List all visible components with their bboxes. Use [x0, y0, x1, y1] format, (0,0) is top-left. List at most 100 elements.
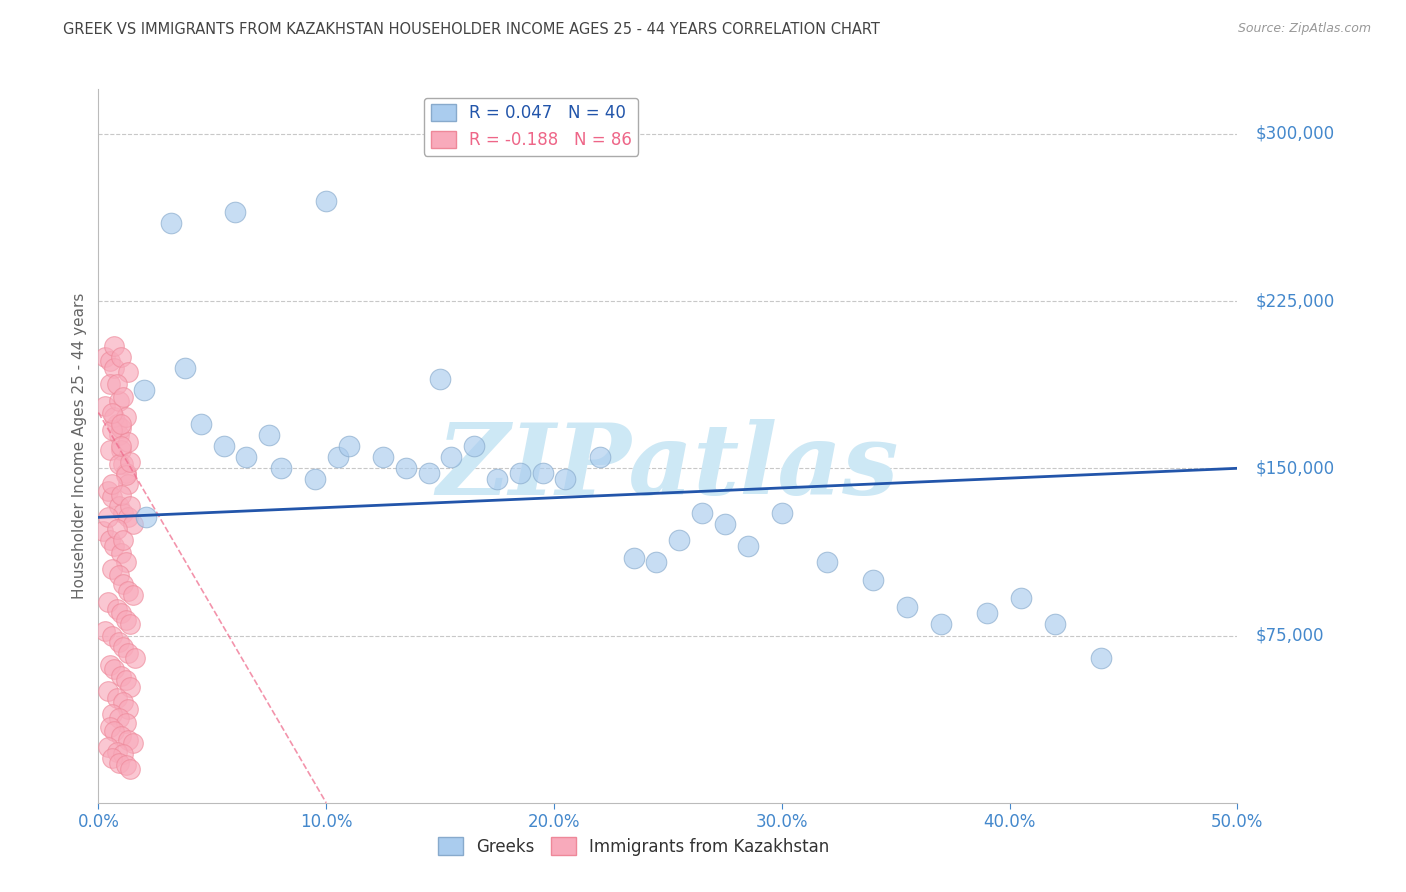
- Point: [160, 216, 183, 230]
- Text: $225,000: $225,000: [1256, 292, 1334, 310]
- Point: [105, 690, 128, 705]
- Point: [108, 711, 131, 725]
- Point: [862, 573, 884, 587]
- Text: $75,000: $75,000: [1256, 626, 1324, 645]
- Point: [304, 472, 326, 486]
- Point: [463, 439, 485, 453]
- Point: [117, 733, 139, 747]
- Point: [108, 427, 131, 442]
- Point: [96, 740, 118, 755]
- Text: $150,000: $150,000: [1256, 459, 1334, 477]
- Point: [770, 506, 793, 520]
- Point: [737, 539, 759, 553]
- Point: [976, 607, 998, 621]
- Point: [101, 706, 124, 721]
- Point: [117, 434, 139, 449]
- Point: [110, 488, 132, 502]
- Point: [429, 372, 451, 386]
- Point: [112, 533, 135, 547]
- Point: [103, 360, 125, 375]
- Point: [121, 516, 143, 531]
- Text: $300,000: $300,000: [1256, 125, 1334, 143]
- Point: [1090, 651, 1112, 665]
- Point: [98, 354, 121, 368]
- Point: [108, 635, 131, 649]
- Point: [94, 350, 117, 364]
- Point: [120, 762, 142, 776]
- Point: [815, 555, 838, 569]
- Point: [105, 521, 128, 535]
- Point: [112, 747, 135, 761]
- Point: [117, 366, 139, 380]
- Point: [690, 506, 713, 520]
- Point: [337, 439, 360, 453]
- Point: [98, 720, 121, 734]
- Point: [509, 466, 531, 480]
- Point: [114, 715, 136, 730]
- Point: [94, 624, 117, 639]
- Point: [117, 702, 139, 716]
- Point: [326, 450, 349, 464]
- Point: [315, 194, 337, 208]
- Point: [121, 589, 143, 603]
- Legend: Greeks, Immigrants from Kazakhstan: Greeks, Immigrants from Kazakhstan: [432, 830, 837, 863]
- Point: [212, 439, 235, 453]
- Point: [117, 583, 139, 598]
- Point: [110, 729, 132, 743]
- Text: GREEK VS IMMIGRANTS FROM KAZAKHSTAN HOUSEHOLDER INCOME AGES 25 - 44 YEARS CORREL: GREEK VS IMMIGRANTS FROM KAZAKHSTAN HOUS…: [63, 22, 880, 37]
- Point: [135, 510, 157, 524]
- Point: [623, 550, 645, 565]
- Point: [108, 457, 131, 471]
- Point: [668, 533, 690, 547]
- Point: [103, 539, 125, 553]
- Point: [120, 680, 142, 694]
- Point: [110, 350, 132, 364]
- Point: [235, 450, 257, 464]
- Point: [554, 472, 576, 486]
- Point: [132, 383, 155, 397]
- Point: [896, 599, 918, 614]
- Point: [929, 617, 952, 632]
- Point: [117, 476, 139, 491]
- Point: [101, 423, 124, 437]
- Point: [121, 735, 143, 749]
- Point: [120, 617, 142, 632]
- Point: [114, 758, 136, 772]
- Point: [110, 417, 132, 431]
- Point: [105, 601, 128, 615]
- Point: [101, 628, 124, 642]
- Point: [103, 338, 125, 352]
- Point: [110, 439, 132, 453]
- Point: [174, 360, 197, 375]
- Point: [103, 662, 125, 676]
- Point: [108, 499, 131, 513]
- Point: [114, 555, 136, 569]
- Point: [101, 490, 124, 504]
- Point: [486, 472, 509, 486]
- Point: [108, 568, 131, 582]
- Point: [96, 595, 118, 609]
- Point: [110, 607, 132, 621]
- Point: [96, 684, 118, 698]
- Point: [105, 376, 128, 391]
- Point: [101, 405, 124, 419]
- Point: [98, 657, 121, 672]
- Y-axis label: Householder Income Ages 25 - 44 years: Householder Income Ages 25 - 44 years: [72, 293, 87, 599]
- Point: [108, 756, 131, 770]
- Point: [112, 696, 135, 710]
- Point: [105, 744, 128, 758]
- Point: [103, 724, 125, 739]
- Point: [108, 394, 131, 409]
- Point: [1043, 617, 1066, 632]
- Point: [112, 506, 135, 520]
- Point: [105, 417, 128, 431]
- Point: [103, 409, 125, 424]
- Point: [94, 399, 117, 413]
- Point: [110, 669, 132, 683]
- Point: [270, 461, 292, 475]
- Point: [440, 450, 463, 464]
- Point: [645, 555, 668, 569]
- Point: [112, 390, 135, 404]
- Point: [98, 376, 121, 391]
- Text: Source: ZipAtlas.com: Source: ZipAtlas.com: [1237, 22, 1371, 36]
